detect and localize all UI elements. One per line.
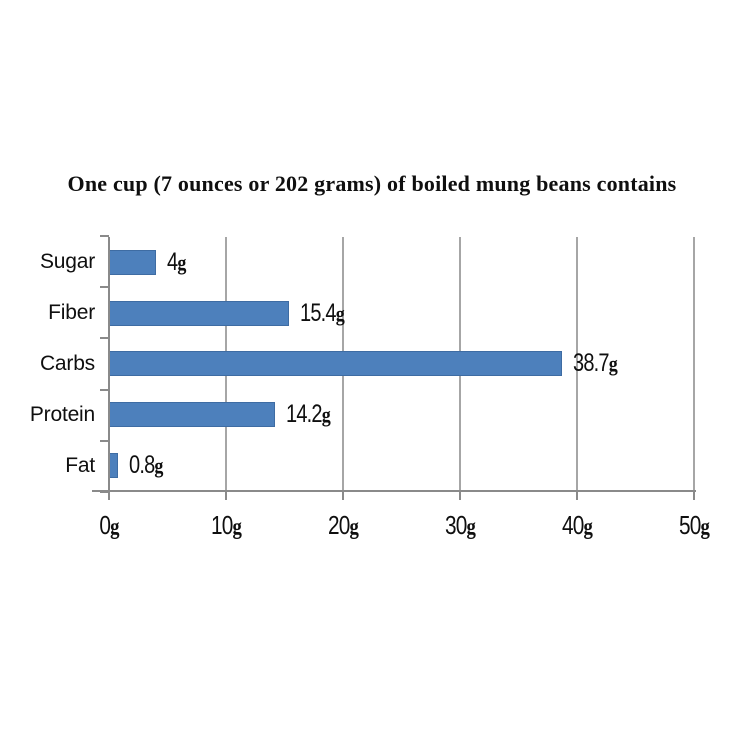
- value-number: 15.4: [300, 298, 337, 327]
- value-number: 4: [166, 247, 178, 276]
- value-number: 38.7: [572, 349, 610, 378]
- bar-row-fiber: 15.4g: [109, 288, 694, 339]
- y-axis-line: [108, 237, 110, 498]
- value-label-protein: 14.2g: [286, 400, 331, 429]
- x-tick-label-10g: 10g: [210, 510, 242, 540]
- bar-fat: [109, 453, 119, 479]
- bar-row-carbs: 38.7g: [109, 339, 694, 390]
- bar-sugar: [109, 249, 156, 275]
- value-number: 30: [444, 510, 467, 540]
- x-axis-labels: 0g 10g 20g 30g 40g 50g: [99, 510, 709, 544]
- value-unit: g: [349, 514, 359, 540]
- category-tick: [100, 337, 109, 340]
- value-number: 40: [561, 510, 584, 540]
- value-unit: g: [177, 249, 186, 275]
- x-tick-label-20g: 20g: [327, 510, 359, 540]
- category-label-sugar: Sugar: [39, 250, 95, 274]
- gridline-50g: [693, 237, 695, 491]
- category-label-carbs: Carbs: [39, 351, 95, 375]
- bar-fiber: [109, 300, 290, 326]
- value-unit: g: [232, 514, 242, 540]
- x-axis-ticks: [108, 491, 695, 500]
- x-tick-20g: [342, 491, 344, 500]
- category-tick: [100, 439, 109, 442]
- value-unit: g: [321, 402, 331, 428]
- value-number: 50: [678, 510, 701, 540]
- x-axis-line: [92, 490, 696, 492]
- value-unit: g: [110, 514, 119, 540]
- x-tick-label-50g: 50g: [678, 510, 710, 540]
- category-tick: [100, 286, 109, 289]
- value-label-fiber: 15.4g: [300, 298, 345, 327]
- value-label-carbs: 38.7g: [572, 349, 618, 378]
- x-tick-40g: [576, 491, 578, 500]
- value-unit: g: [583, 514, 593, 540]
- bar-row-fat: 0.8g: [109, 440, 694, 491]
- category-label-protein: Protein: [29, 402, 95, 426]
- category-tick: [100, 235, 109, 237]
- value-unit: g: [154, 453, 164, 479]
- value-number: 10: [210, 510, 233, 540]
- gridline-40g: [576, 237, 578, 491]
- category-tick: [100, 491, 109, 493]
- category-tick: [100, 388, 109, 391]
- category-label-fat: Fat: [65, 453, 95, 477]
- bar-carbs: [109, 351, 562, 377]
- value-unit: g: [335, 300, 345, 326]
- value-label-fat: 0.8g: [129, 453, 163, 478]
- value-number: 0.8: [129, 451, 155, 480]
- category-label-fiber: Fiber: [48, 301, 95, 325]
- x-tick-label-30g: 30g: [444, 510, 476, 540]
- bar-rows: 4g 15.4g 38.7g 14.2g 0.8g: [109, 237, 694, 491]
- category-axis-ticks: [100, 235, 109, 493]
- value-unit: g: [466, 514, 476, 540]
- value-unit: g: [700, 514, 710, 540]
- value-unit: g: [608, 351, 618, 377]
- value-number: 20: [327, 510, 350, 540]
- category-axis-labels: Sugar Fiber Carbs Protein Fat: [0, 237, 95, 491]
- x-tick-label-40g: 40g: [561, 510, 593, 540]
- x-tick-label-0g: 0g: [99, 510, 119, 540]
- x-tick-50g: [693, 491, 695, 500]
- x-tick-30g: [459, 491, 461, 500]
- x-tick-0g: [108, 491, 110, 500]
- value-label-sugar: 4g: [166, 247, 186, 276]
- plot-area: 4g 15.4g 38.7g 14.2g 0.8g: [109, 237, 695, 491]
- value-number: 0: [99, 510, 111, 540]
- bar-protein: [109, 402, 276, 428]
- value-number: 14.2: [286, 400, 323, 429]
- x-tick-10g: [225, 491, 227, 500]
- bar-row-protein: 14.2g: [109, 389, 694, 440]
- bar-row-sugar: 4g: [109, 237, 694, 288]
- chart-title: One cup (7 ounces or 202 grams) of boile…: [67, 171, 677, 196]
